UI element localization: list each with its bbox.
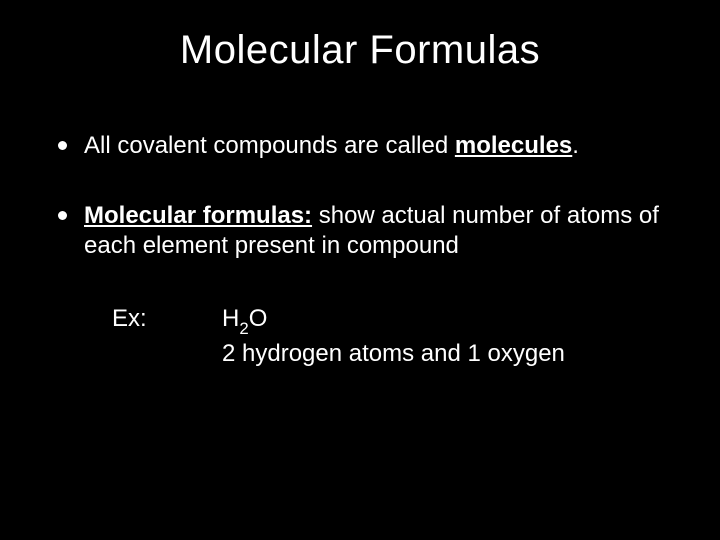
bullet-emphasis: Molecular formulas: xyxy=(84,202,312,229)
formula-pre: H xyxy=(222,305,239,332)
bullet-text-prefix: All covalent compounds are called xyxy=(84,132,455,159)
example-row-description: 2 hydrogen atoms and 1 oxygen xyxy=(112,338,690,369)
formula-subscript: 2 xyxy=(239,319,248,338)
example-description: 2 hydrogen atoms and 1 oxygen xyxy=(222,338,690,369)
example-label-empty xyxy=(112,338,222,369)
formula-post: O xyxy=(249,305,268,332)
bullet-list: All covalent compounds are called molecu… xyxy=(30,131,690,261)
bullet-text-suffix: . xyxy=(572,132,579,159)
bullet-emphasis: molecules xyxy=(455,132,572,159)
bullet-item: Molecular formulas: show actual number o… xyxy=(58,201,690,261)
bullet-item: All covalent compounds are called molecu… xyxy=(58,131,690,161)
slide: Molecular Formulas All covalent compound… xyxy=(0,0,720,540)
example-label: Ex: xyxy=(112,303,222,338)
example-formula: H2O xyxy=(222,303,690,338)
slide-title: Molecular Formulas xyxy=(30,28,690,73)
example-block: Ex: H2O 2 hydrogen atoms and 1 oxygen xyxy=(30,303,690,369)
example-row-formula: Ex: H2O xyxy=(112,303,690,338)
